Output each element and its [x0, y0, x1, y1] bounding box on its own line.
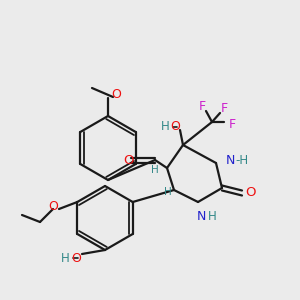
- Text: F: F: [220, 101, 228, 115]
- Text: F: F: [228, 118, 236, 130]
- Text: O: O: [111, 88, 121, 100]
- Text: O: O: [123, 154, 133, 166]
- Text: N: N: [196, 209, 206, 223]
- Text: O: O: [170, 121, 180, 134]
- Text: O: O: [48, 200, 58, 214]
- Text: F: F: [198, 100, 206, 112]
- Text: H: H: [61, 251, 70, 265]
- Text: O: O: [71, 251, 81, 265]
- Text: O: O: [246, 187, 256, 200]
- Text: H: H: [151, 165, 159, 175]
- Text: -H: -H: [235, 154, 248, 166]
- Text: H: H: [208, 209, 217, 223]
- Text: H: H: [161, 121, 170, 134]
- Text: N: N: [226, 154, 236, 166]
- Text: H: H: [164, 187, 172, 197]
